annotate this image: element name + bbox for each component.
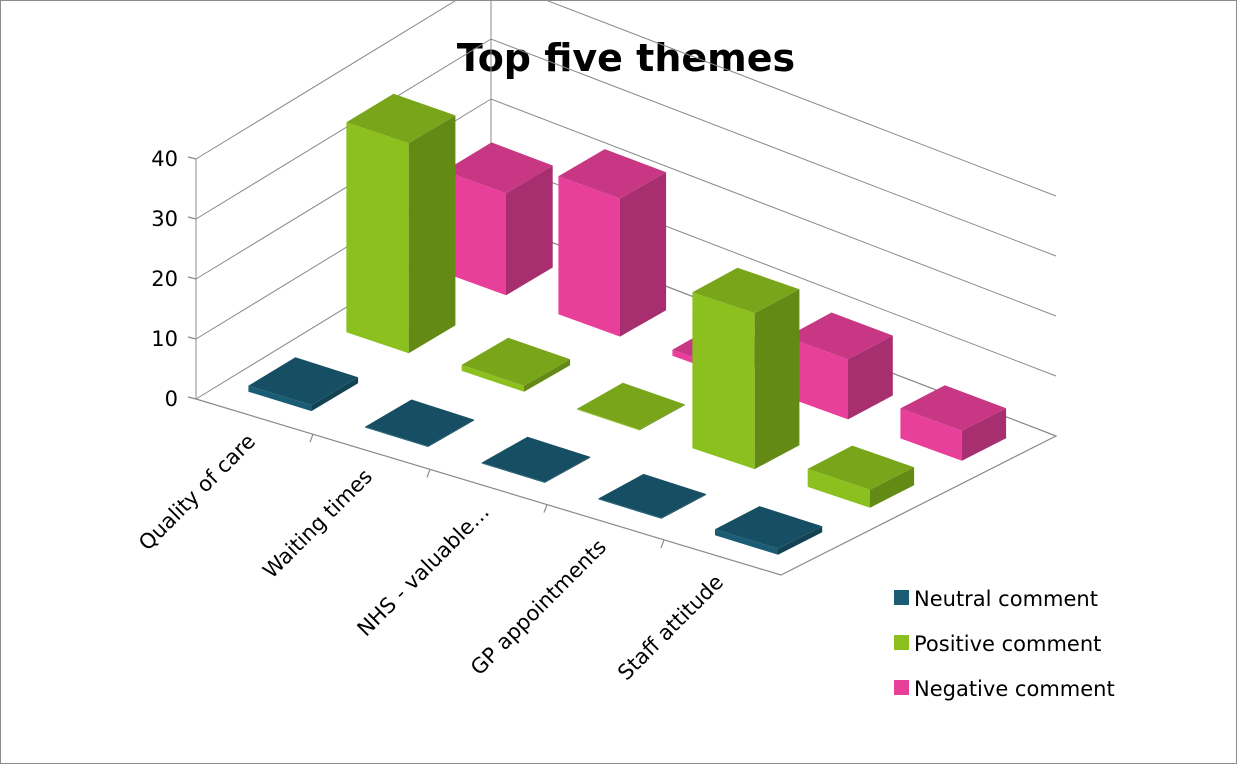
bar-side-face xyxy=(506,165,553,296)
legend-swatch xyxy=(894,680,909,695)
legend: Neutral comment Positive comment Negative … xyxy=(894,587,1115,701)
bar-side-face xyxy=(428,419,475,447)
bar-front-face xyxy=(461,364,524,392)
legend-label: Negative comment xyxy=(914,677,1115,701)
category-label: NHS - valuable… xyxy=(353,500,495,642)
bar-neutral-comment-2 xyxy=(481,436,591,483)
chart-title: Top five themes xyxy=(457,36,795,80)
bar-front-face xyxy=(715,529,778,555)
chart-bars xyxy=(248,93,1007,555)
legend-label: Positive comment xyxy=(914,632,1101,656)
bar-top-face xyxy=(692,267,800,314)
bar-side-face xyxy=(870,467,915,508)
bar-neutral-comment-1 xyxy=(365,399,475,447)
y-tick-mark xyxy=(187,396,197,400)
bar-top-face xyxy=(461,337,571,386)
legend-label: Neutral comment xyxy=(914,587,1098,611)
legend-swatch xyxy=(894,635,909,650)
bar-top-face xyxy=(481,436,591,482)
y-tick-label: 40 xyxy=(151,147,178,171)
x-tick-mark xyxy=(660,539,665,549)
bar-side-face xyxy=(620,172,667,337)
bar-negative-comment-0 xyxy=(444,142,553,296)
bar-front-face xyxy=(248,385,312,412)
gridline xyxy=(195,1,1057,197)
y-tick-mark xyxy=(187,156,197,160)
bar-positive-comment-0 xyxy=(346,93,456,354)
category-label: Quality of care xyxy=(134,429,260,555)
y-tick-label: 20 xyxy=(151,267,178,291)
bar-front-face xyxy=(444,170,506,296)
bar-side-face xyxy=(661,494,707,519)
bar-top-face xyxy=(807,445,915,490)
x-tick-mark xyxy=(543,504,548,513)
y-tick-label: 30 xyxy=(151,207,178,231)
bar-side-face xyxy=(311,377,359,412)
bar-negative-comment-1 xyxy=(558,149,667,337)
bar-top-face xyxy=(900,385,1007,431)
bar-negative-comment-3 xyxy=(786,312,893,420)
bar-top-face xyxy=(365,399,475,447)
bar-side-face xyxy=(961,408,1007,461)
x-tick-mark xyxy=(309,433,314,443)
bar-neutral-comment-4 xyxy=(715,506,823,555)
bar-front-face xyxy=(346,122,409,354)
bar-negative-comment-4 xyxy=(900,385,1007,461)
category-label: Waiting times xyxy=(258,464,377,583)
bar-neutral-comment-0 xyxy=(248,357,359,412)
bar-top-face xyxy=(715,506,823,549)
bar-side-face xyxy=(639,404,685,431)
bar-front-face xyxy=(900,408,962,461)
bar-front-face xyxy=(481,462,545,483)
bar-front-face xyxy=(598,498,662,519)
bar-front-face xyxy=(692,292,755,470)
bar-front-face xyxy=(807,468,870,508)
bar-neutral-comment-3 xyxy=(598,473,707,519)
bar-front-face xyxy=(558,176,620,337)
bar-front-face xyxy=(577,408,640,431)
bar-positive-comment-3 xyxy=(692,267,800,470)
bar-positive-comment-2 xyxy=(577,382,685,431)
bar-side-face xyxy=(544,456,591,483)
bar-top-face xyxy=(786,312,893,360)
bar-top-face xyxy=(598,473,707,518)
y-tick-mark xyxy=(187,276,197,280)
category-label: Staff attitude xyxy=(613,570,728,685)
y-tick-label: 10 xyxy=(151,327,178,351)
bar-side-face xyxy=(754,289,800,470)
y-tick-label: 0 xyxy=(165,387,178,411)
category-label: GP appointments xyxy=(466,535,611,680)
bar-top-face xyxy=(577,382,685,430)
bar-side-face xyxy=(848,335,893,420)
bar-top-face xyxy=(248,357,359,406)
y-axis-ticks: 0 10 20 30 40 xyxy=(151,147,178,411)
y-tick-mark xyxy=(187,216,197,220)
bar-side-face xyxy=(408,115,456,354)
bar-side-face xyxy=(778,526,823,555)
bar-top-face xyxy=(444,142,553,194)
bar-top-face xyxy=(346,93,456,144)
bar-positive-comment-1 xyxy=(461,337,571,392)
bar-front-face xyxy=(786,337,848,420)
bar-positive-comment-4 xyxy=(807,445,915,508)
legend-swatch xyxy=(894,590,909,605)
x-tick-mark xyxy=(426,469,431,478)
bar-top-face xyxy=(558,149,667,199)
bar-front-face xyxy=(365,426,428,447)
bar-side-face xyxy=(524,359,571,392)
y-tick-mark xyxy=(187,336,197,340)
